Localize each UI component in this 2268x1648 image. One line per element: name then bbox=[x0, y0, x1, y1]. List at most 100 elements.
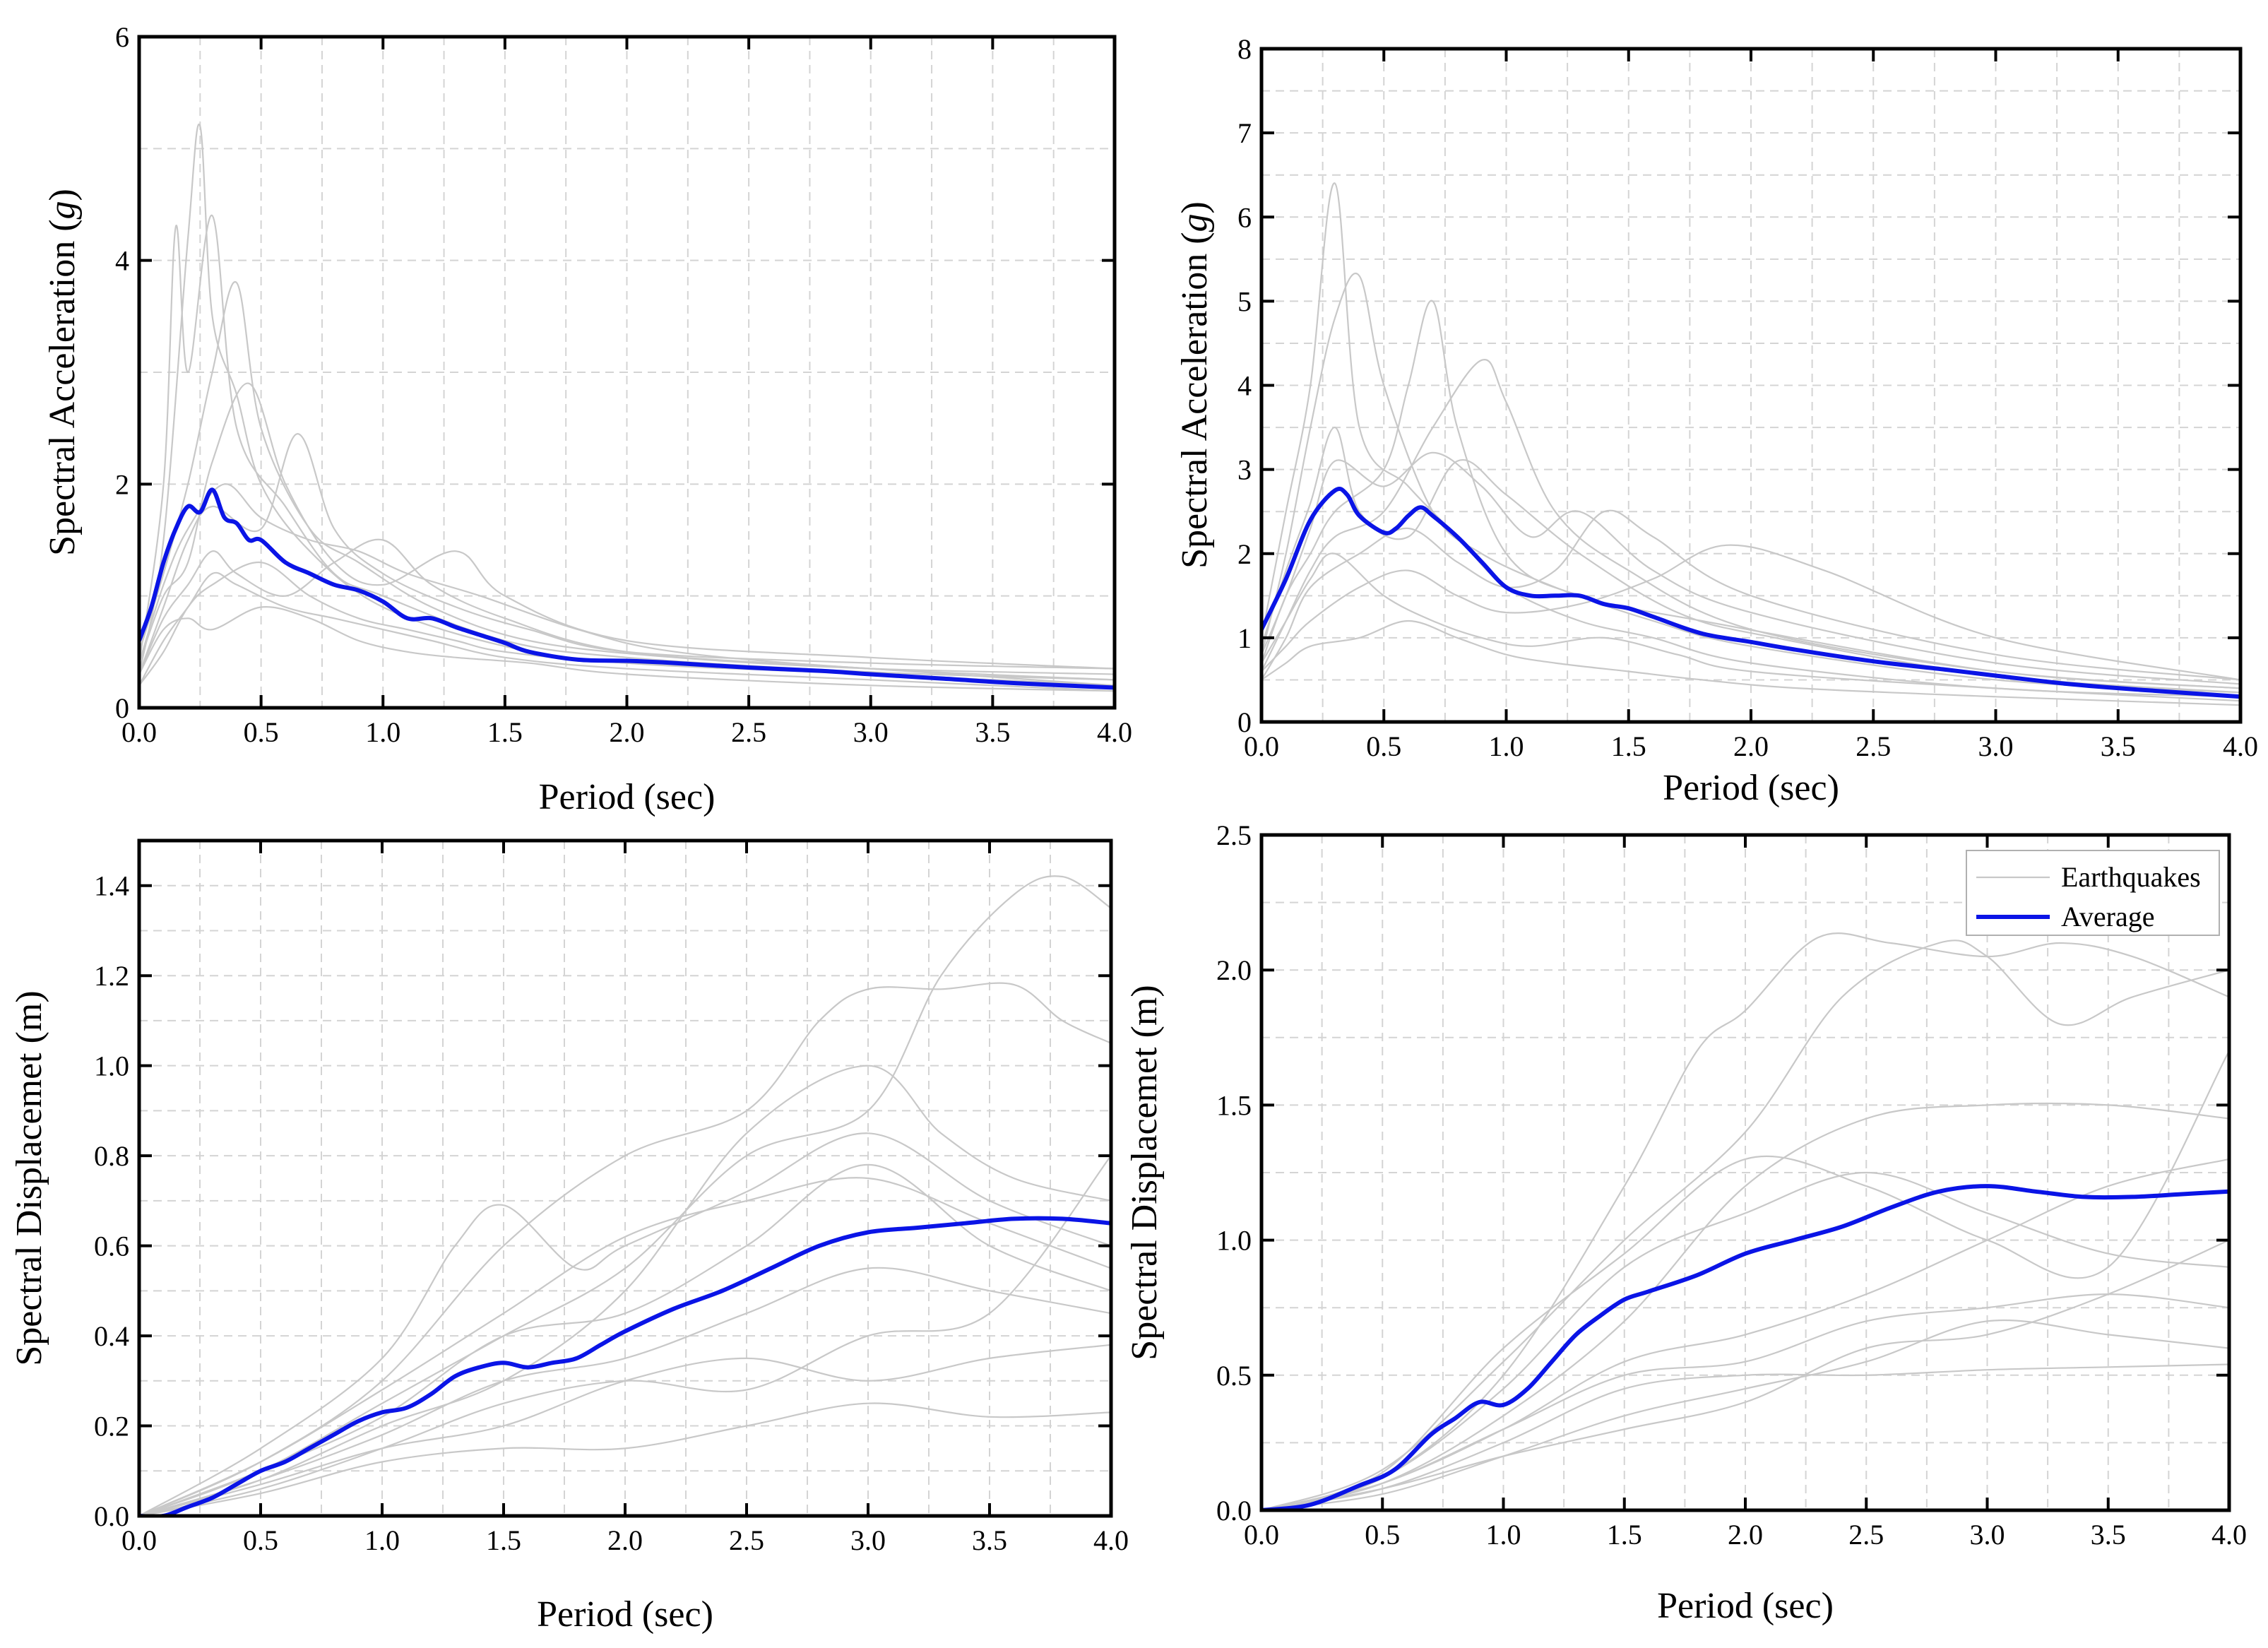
earthquake-series-line-5 bbox=[139, 1267, 1111, 1516]
y-tick-label: 7 bbox=[1237, 117, 1252, 149]
earthquake-series-line-5 bbox=[1261, 509, 2240, 681]
earthquake-series-line-10 bbox=[1261, 427, 2240, 694]
y-tick-label: 0 bbox=[115, 692, 129, 724]
x-tick-label: 0.5 bbox=[1365, 1519, 1400, 1551]
earthquake-series-line-5 bbox=[1261, 1363, 2229, 1510]
x-tick-label: 3.5 bbox=[2101, 730, 2136, 762]
earthquake-series-line-8 bbox=[1261, 1239, 2229, 1510]
y-tick-label: 0.6 bbox=[94, 1231, 129, 1262]
x-tick-label: 1.0 bbox=[365, 716, 400, 748]
earthquake-series-line-6 bbox=[139, 1402, 1111, 1516]
legend-box bbox=[1966, 850, 2220, 936]
average-series-line bbox=[139, 1216, 1111, 1516]
x-tick-label: 0.0 bbox=[121, 716, 157, 748]
y-tick-label: 1.2 bbox=[94, 960, 129, 992]
x-tick-label: 2.0 bbox=[610, 716, 645, 748]
y-tick-label: 2 bbox=[1237, 538, 1252, 570]
earthquake-series-line-3 bbox=[139, 1132, 1111, 1516]
earthquake-series-line-3 bbox=[1261, 300, 2240, 689]
y-tick-label: 0.0 bbox=[94, 1500, 129, 1532]
series-group bbox=[1261, 932, 2229, 1510]
y-tick-label: 8 bbox=[1237, 33, 1252, 65]
y-tick-label: 3 bbox=[1237, 454, 1252, 486]
y-axis-label: Spectral Acceleration (g) bbox=[1175, 201, 1215, 569]
earthquake-series-line-10 bbox=[139, 1155, 1111, 1516]
earthquake-series-line-6 bbox=[139, 571, 1115, 692]
panel-bottom-right: 0.0 0.5 1.0 1.5 2.0 2.5 3.0 3.5 4.0 0.0 0.5 1.0 1.5 2… bbox=[1124, 819, 2247, 1626]
y-tick-label: 5 bbox=[1237, 285, 1252, 317]
earthquake-series-line-1 bbox=[139, 982, 1111, 1516]
y-tick-label: 1.0 bbox=[1216, 1225, 1252, 1257]
x-tick-label: 3.0 bbox=[850, 1524, 886, 1556]
y-tick-label: 2 bbox=[115, 468, 129, 500]
x-axis-label: Period (sec) bbox=[537, 1594, 713, 1635]
y-tick-label: 1.4 bbox=[94, 870, 129, 902]
earthquake-series-line-1 bbox=[1261, 932, 2229, 1510]
x-tick-label: 2.5 bbox=[729, 1524, 764, 1556]
earthquake-series-line-2 bbox=[1261, 273, 2240, 694]
x-tick-label: 1.5 bbox=[1611, 730, 1646, 762]
earthquake-series-line-2 bbox=[139, 875, 1111, 1516]
legend: Earthquakes Average bbox=[1966, 850, 2220, 936]
x-axis-label: Period (sec) bbox=[1663, 768, 1839, 808]
x-tick-label: 4.0 bbox=[1093, 1524, 1129, 1556]
x-tick-label: 3.5 bbox=[975, 716, 1010, 748]
earthquake-series-line-4 bbox=[1261, 358, 2240, 689]
x-tick-label: 1.0 bbox=[1489, 730, 1524, 762]
y-tick-label: 0.0 bbox=[1216, 1495, 1252, 1527]
x-tick-label: 1.5 bbox=[487, 716, 523, 748]
x-tick-label: 3.0 bbox=[853, 716, 889, 748]
earthquake-series-line-9 bbox=[1261, 1050, 2229, 1510]
x-axis-label: Period (sec) bbox=[1657, 1586, 1834, 1626]
x-tick-label: 1.0 bbox=[364, 1524, 400, 1556]
earthquake-series-line-7 bbox=[1261, 1293, 2229, 1510]
y-tick-label: 1.5 bbox=[1216, 1089, 1252, 1121]
y-tick-label: 0 bbox=[1237, 706, 1252, 738]
y-tick-label: 6 bbox=[1237, 201, 1252, 233]
earthquake-series-line-4 bbox=[139, 432, 1115, 675]
x-tick-label: 2.0 bbox=[1733, 730, 1769, 762]
earthquake-series-line-9 bbox=[139, 483, 1115, 681]
grid bbox=[1261, 835, 2229, 1510]
x-tick-label: 1.0 bbox=[1486, 1519, 1521, 1551]
x-tick-label: 2.5 bbox=[1856, 730, 1891, 762]
earthquake-series-line-9 bbox=[139, 1177, 1111, 1516]
x-tick-label: 0.0 bbox=[121, 1524, 157, 1556]
x-tick-label: 4.0 bbox=[1097, 716, 1132, 748]
x-tick-label: 3.5 bbox=[2091, 1519, 2126, 1551]
earthquake-series-line-3 bbox=[139, 280, 1115, 675]
y-tick-label: 0.2 bbox=[94, 1411, 129, 1442]
x-axis-label: Period (sec) bbox=[539, 777, 716, 817]
earthquake-series-line-7 bbox=[1261, 620, 2240, 706]
y-axis-label: Spectral Displacemet (m) bbox=[9, 990, 49, 1365]
earthquake-series-line-2 bbox=[1261, 939, 2229, 1510]
x-tick-label: 0.0 bbox=[1244, 1519, 1279, 1551]
earthquake-series-line-5 bbox=[139, 382, 1115, 670]
x-tick-label: 0.5 bbox=[1366, 730, 1401, 762]
y-tick-label: 2.5 bbox=[1216, 819, 1252, 851]
earthquake-series-line-4 bbox=[139, 1065, 1111, 1516]
x-tick-label: 3.0 bbox=[1978, 730, 2014, 762]
y-tick-label: 4 bbox=[1237, 370, 1252, 402]
x-tick-label: 1.5 bbox=[1607, 1519, 1642, 1551]
y-tick-label: 1.0 bbox=[94, 1050, 129, 1082]
earthquake-series-line-3 bbox=[1261, 1102, 2229, 1510]
panel-bottom-left: 0.0 0.5 1.0 1.5 2.0 2.5 3.0 3.5 4.0 0.0 0.2 0.4 0.6 0… bbox=[9, 838, 1129, 1635]
legend-label-average: Average bbox=[2061, 901, 2155, 932]
x-tick-label: 3.5 bbox=[972, 1524, 1007, 1556]
y-tick-label: 0.8 bbox=[94, 1140, 129, 1172]
grid bbox=[1261, 49, 2240, 722]
x-tick-label: 0.0 bbox=[1244, 730, 1279, 762]
y-tick-label: 0.5 bbox=[1216, 1360, 1252, 1392]
y-tick-label: 2.0 bbox=[1216, 954, 1252, 986]
x-tick-label: 3.0 bbox=[1970, 1519, 2005, 1551]
earthquake-series-line-6 bbox=[1261, 544, 2240, 681]
earthquake-series-line-9 bbox=[1261, 552, 2240, 702]
x-tick-label: 0.5 bbox=[244, 716, 279, 748]
y-tick-label: 0.4 bbox=[94, 1320, 129, 1352]
y-tick-label: 1 bbox=[1237, 622, 1252, 654]
earthquake-series-line-6 bbox=[1261, 1171, 2229, 1510]
y-axis-label: Spectral Displacemet (m) bbox=[1124, 985, 1165, 1360]
average-series-line bbox=[1261, 487, 2240, 699]
